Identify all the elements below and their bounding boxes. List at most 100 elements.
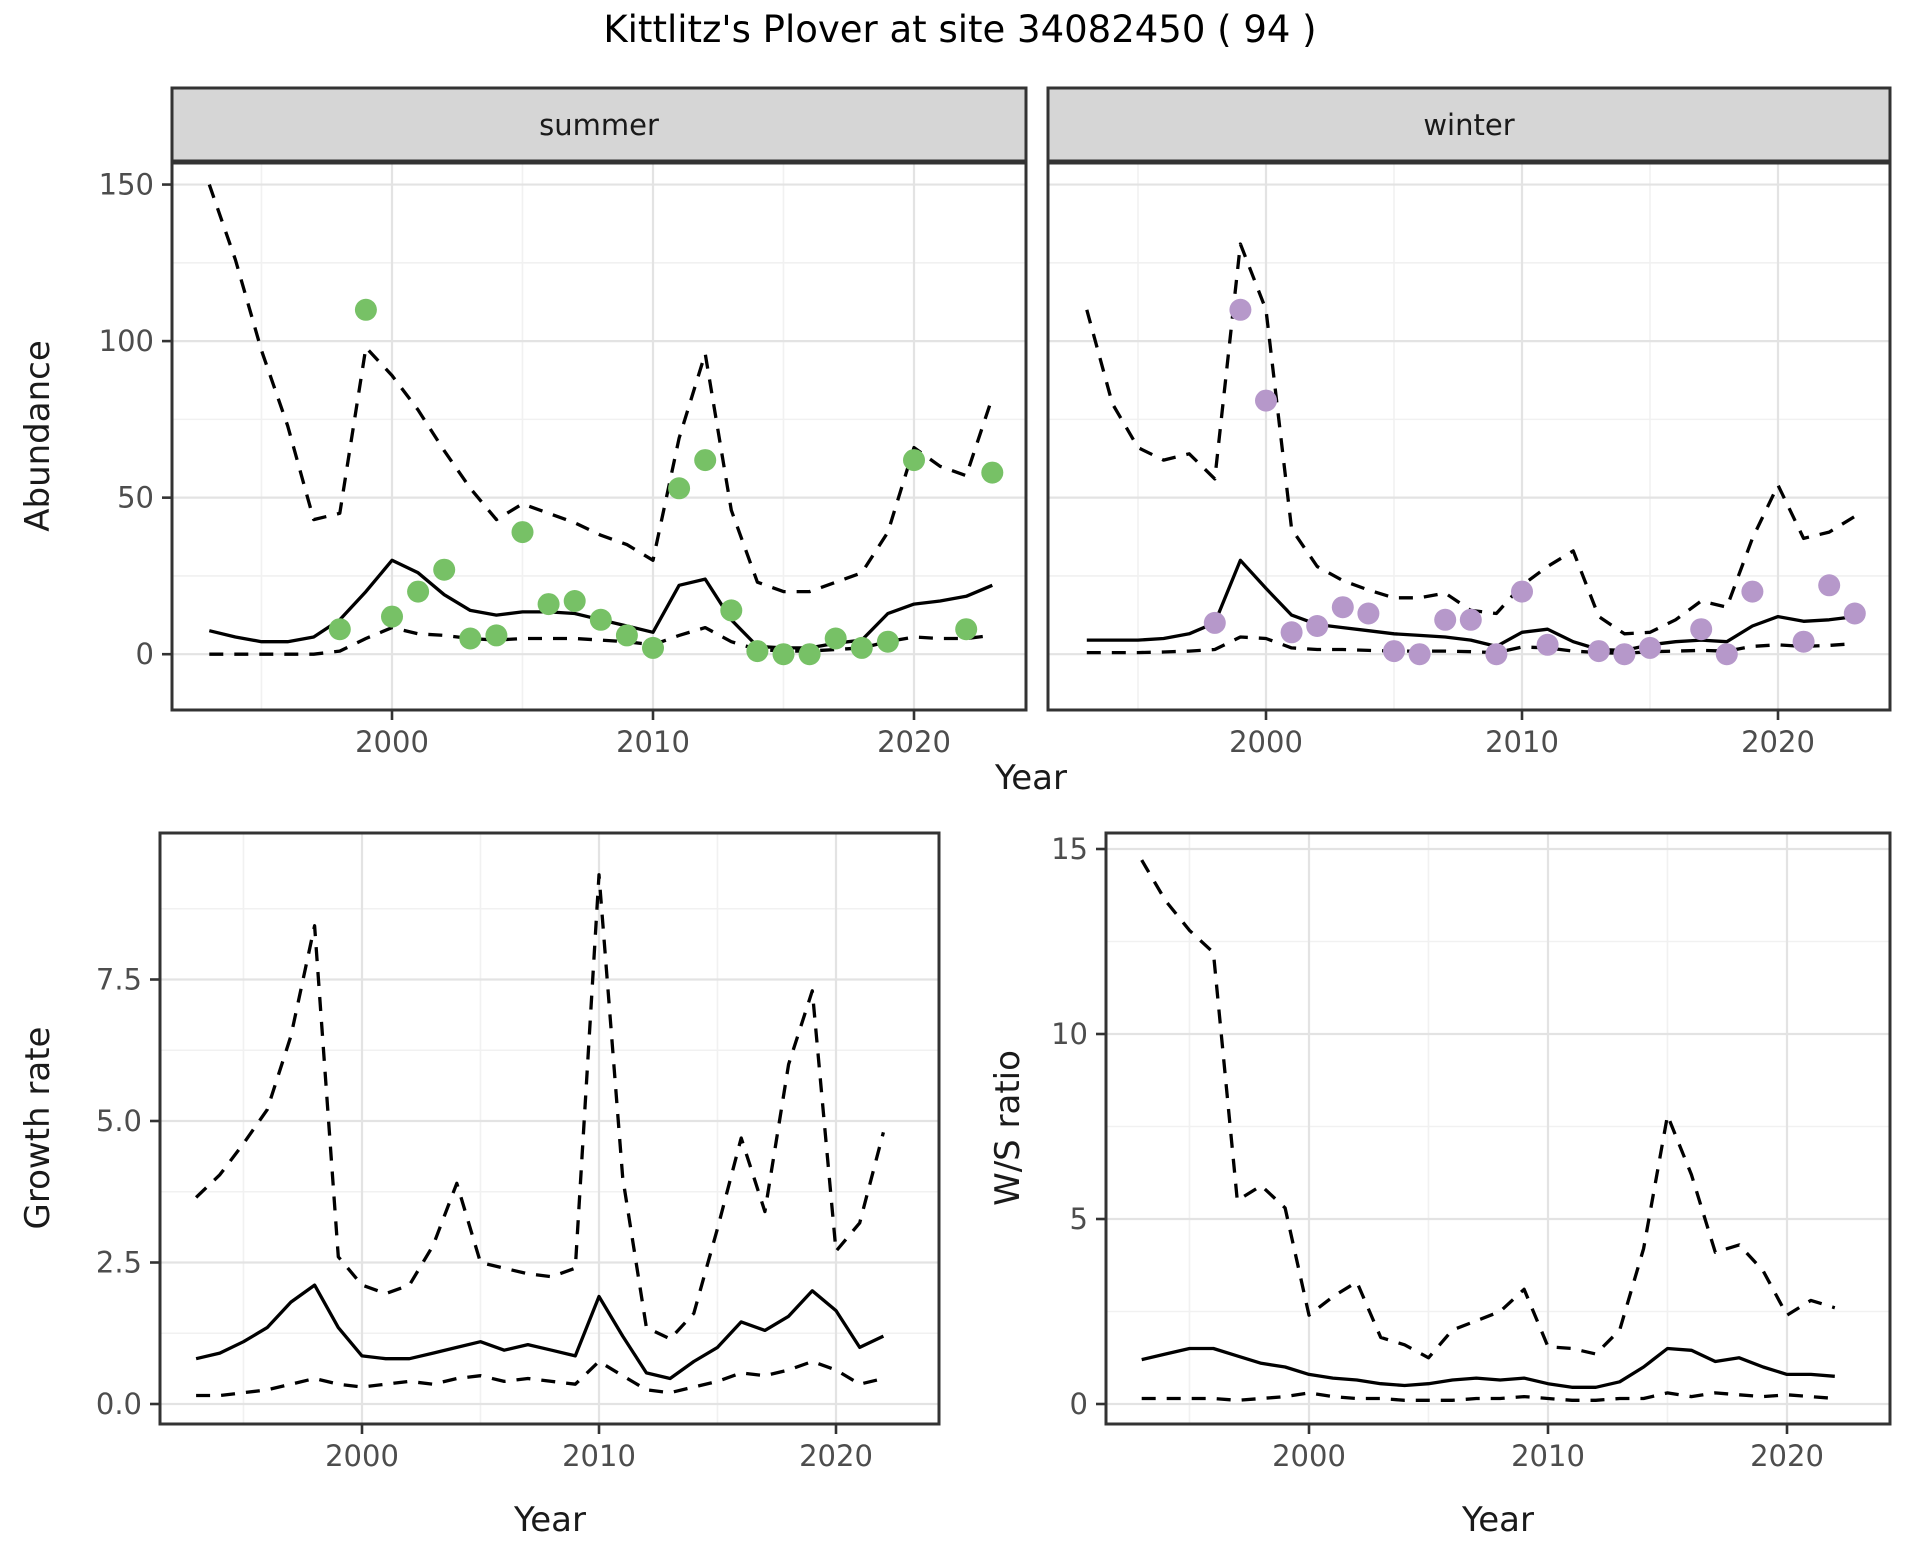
data-point bbox=[1511, 580, 1533, 603]
data-point bbox=[1536, 633, 1559, 656]
series-upper_ci-dashed-line bbox=[207, 184, 994, 594]
data-point bbox=[746, 640, 769, 663]
x-tick-label: 2000 bbox=[1229, 725, 1303, 759]
x-tick-label: 2000 bbox=[325, 1439, 399, 1473]
data-point bbox=[1357, 602, 1380, 625]
y-axis-title-ws-ratio: W/S ratio bbox=[988, 1050, 1028, 1206]
y-tick-label: 10 bbox=[1051, 1017, 1088, 1051]
panel-ws-ratio-series bbox=[1140, 859, 1836, 1402]
panel-background bbox=[1106, 833, 1890, 1424]
data-point bbox=[1383, 640, 1405, 663]
data-point bbox=[1255, 389, 1277, 412]
panel-abundance-summer-points bbox=[328, 298, 1004, 666]
x-tick-label: 2020 bbox=[799, 1439, 873, 1473]
panel-growth-rate-series bbox=[194, 873, 885, 1398]
figure-title: Kittlitz's Plover at site 34082450 ( 94 … bbox=[603, 8, 1317, 51]
series-median-solid-line bbox=[1141, 1346, 1835, 1389]
panel-ws-ratio: 2000 2010 2020 0 5 10 15 bbox=[1051, 831, 1892, 1473]
y-tick-label: 15 bbox=[1051, 832, 1088, 866]
data-point bbox=[1639, 636, 1661, 659]
panel-background bbox=[160, 833, 939, 1424]
x-axis-title-bottom-left-year: Year bbox=[514, 1500, 586, 1540]
data-point bbox=[485, 624, 508, 647]
data-point bbox=[589, 608, 612, 631]
data-point bbox=[720, 599, 743, 622]
panel-abundance-summer: 2000 2010 2020 0 50 100 150 bbox=[99, 86, 1028, 759]
y-tick-label: 7.5 bbox=[96, 963, 142, 997]
series-lower_ci-dashed-line bbox=[209, 625, 993, 656]
y-tick-label: 0.0 bbox=[96, 1387, 142, 1421]
data-point bbox=[563, 590, 586, 612]
series-lower_ci-dashed-line bbox=[1141, 1391, 1835, 1402]
data-point bbox=[615, 624, 638, 647]
panel-border bbox=[1046, 161, 1892, 712]
data-point bbox=[407, 580, 430, 603]
panel-growth-rate-grid bbox=[160, 833, 939, 1424]
panel-abundance-winter-grid bbox=[1048, 163, 1890, 710]
series-lower_ci-dashed-line bbox=[1086, 635, 1855, 655]
data-point bbox=[1229, 298, 1252, 321]
panel-border bbox=[170, 161, 1028, 712]
data-point bbox=[1306, 615, 1329, 637]
x-tick-label: 2000 bbox=[355, 725, 429, 759]
x-tick-label: 2010 bbox=[1485, 725, 1559, 759]
data-point bbox=[1408, 643, 1431, 666]
data-point bbox=[1485, 643, 1508, 666]
data-point bbox=[354, 298, 377, 321]
facet-strip-box bbox=[170, 86, 1028, 163]
y-tick-label: 5 bbox=[1070, 1202, 1088, 1236]
y-tick-label: 150 bbox=[99, 168, 154, 202]
facet-strip-winter: winter bbox=[1048, 88, 1890, 161]
x-tick-label: 2010 bbox=[1511, 1439, 1585, 1473]
data-point bbox=[1715, 643, 1738, 666]
data-point bbox=[876, 630, 899, 653]
y-tick-label: 100 bbox=[99, 324, 154, 358]
panel-abundance-winter-axes: 2000 2010 2020 bbox=[1229, 710, 1815, 759]
series-upper_ci-dashed-line bbox=[194, 873, 885, 1341]
facet-strip-summer: summer bbox=[172, 88, 1026, 161]
panel-abundance-winter: 2000 2010 2020 bbox=[1046, 86, 1892, 759]
data-point bbox=[1843, 602, 1866, 625]
x-tick-label: 2020 bbox=[1741, 725, 1815, 759]
panel-abundance-winter-points bbox=[1203, 298, 1866, 666]
x-axis-title-top-year: Year bbox=[995, 758, 1067, 798]
data-point bbox=[328, 618, 351, 641]
data-point bbox=[824, 627, 847, 650]
x-tick-label: 2020 bbox=[877, 725, 951, 759]
panel-abundance-summer-axes: 2000 2010 2020 0 50 100 150 bbox=[99, 168, 951, 759]
y-tick-label: 50 bbox=[117, 481, 154, 515]
data-point bbox=[537, 593, 560, 616]
data-point bbox=[981, 461, 1004, 484]
x-axis-title-bottom-right-year: Year bbox=[1462, 1500, 1534, 1540]
panel-border bbox=[1104, 831, 1892, 1426]
data-point bbox=[1792, 630, 1815, 653]
data-point bbox=[1331, 596, 1354, 619]
data-point bbox=[1203, 611, 1226, 634]
x-tick-label: 2020 bbox=[1750, 1439, 1824, 1473]
data-point bbox=[694, 449, 717, 472]
data-point bbox=[955, 618, 978, 641]
panel-ws-ratio-axes: 2000 2010 2020 0 5 10 15 bbox=[1051, 832, 1824, 1473]
facet-strip-box bbox=[1046, 86, 1892, 163]
y-tick-label: 0 bbox=[136, 637, 154, 671]
data-point bbox=[1741, 580, 1764, 603]
data-point bbox=[772, 643, 795, 666]
data-point bbox=[433, 558, 456, 581]
data-point bbox=[850, 636, 873, 659]
data-point bbox=[903, 449, 925, 472]
x-tick-label: 2000 bbox=[1272, 1439, 1346, 1473]
y-tick-label: 0 bbox=[1070, 1387, 1088, 1421]
panel-ws-ratio-grid bbox=[1106, 833, 1890, 1424]
y-tick-label: 5.0 bbox=[96, 1104, 142, 1138]
y-axis-title-abundance: Abundance bbox=[18, 340, 58, 532]
data-point bbox=[381, 605, 403, 628]
data-point bbox=[1690, 618, 1713, 641]
data-point bbox=[459, 627, 482, 650]
series-median-solid-line bbox=[195, 1283, 885, 1381]
panel-border bbox=[158, 831, 941, 1426]
data-point bbox=[1434, 608, 1457, 631]
data-point bbox=[642, 636, 664, 659]
data-point bbox=[1587, 640, 1610, 663]
